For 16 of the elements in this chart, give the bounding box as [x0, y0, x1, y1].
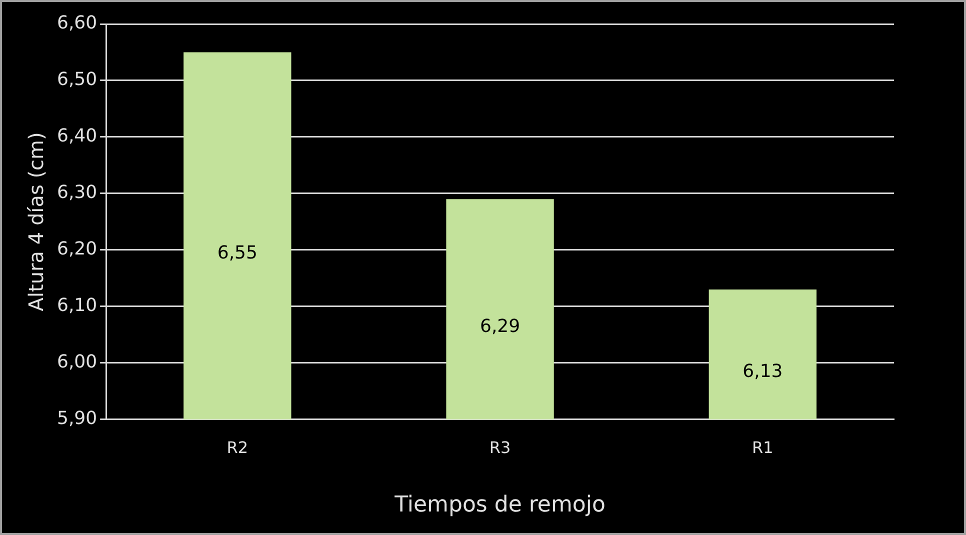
y-tick-label: 6,60: [57, 12, 98, 34]
y-tick-label: 6,20: [57, 238, 98, 260]
x-axis-title: Tiempos de remojo: [394, 492, 606, 518]
x-tick-label: R1: [752, 438, 774, 458]
y-axis-title: Altura 4 días (cm): [24, 132, 48, 312]
y-tick-label: 6,10: [57, 295, 98, 316]
x-tick-label: R2: [226, 438, 248, 458]
y-tick-label: 6,00: [57, 352, 98, 373]
y-tick-label: 6,30: [57, 182, 98, 204]
y-tick-label: 6,40: [57, 126, 98, 147]
data-label: 6,55: [217, 242, 258, 264]
x-tick-label: R3: [489, 438, 511, 458]
y-tick-label: 6,50: [57, 69, 98, 90]
y-tick-label: 5,90: [57, 408, 98, 430]
data-label: 6,29: [480, 316, 520, 337]
data-label: 6,13: [742, 361, 783, 382]
